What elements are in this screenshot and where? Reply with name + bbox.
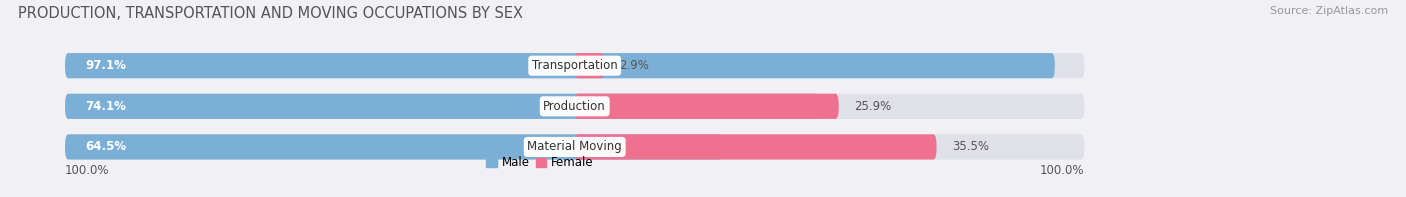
FancyBboxPatch shape — [575, 53, 605, 78]
Text: 74.1%: 74.1% — [86, 100, 127, 113]
Text: 2.9%: 2.9% — [620, 59, 650, 72]
FancyBboxPatch shape — [65, 134, 1084, 160]
Text: 97.1%: 97.1% — [86, 59, 127, 72]
FancyBboxPatch shape — [65, 134, 723, 160]
Text: 35.5%: 35.5% — [952, 140, 988, 153]
FancyBboxPatch shape — [65, 94, 820, 119]
FancyBboxPatch shape — [575, 94, 839, 119]
FancyBboxPatch shape — [575, 134, 936, 160]
Text: 100.0%: 100.0% — [1040, 164, 1084, 177]
FancyBboxPatch shape — [65, 53, 1054, 78]
Text: 64.5%: 64.5% — [86, 140, 127, 153]
Legend: Male, Female: Male, Female — [482, 151, 599, 174]
Text: Material Moving: Material Moving — [527, 140, 621, 153]
Text: PRODUCTION, TRANSPORTATION AND MOVING OCCUPATIONS BY SEX: PRODUCTION, TRANSPORTATION AND MOVING OC… — [18, 6, 523, 21]
Text: 25.9%: 25.9% — [853, 100, 891, 113]
Text: Production: Production — [543, 100, 606, 113]
Text: Transportation: Transportation — [531, 59, 617, 72]
FancyBboxPatch shape — [65, 94, 1084, 119]
FancyBboxPatch shape — [65, 53, 1084, 78]
Text: Source: ZipAtlas.com: Source: ZipAtlas.com — [1270, 6, 1388, 16]
Text: 100.0%: 100.0% — [65, 164, 110, 177]
